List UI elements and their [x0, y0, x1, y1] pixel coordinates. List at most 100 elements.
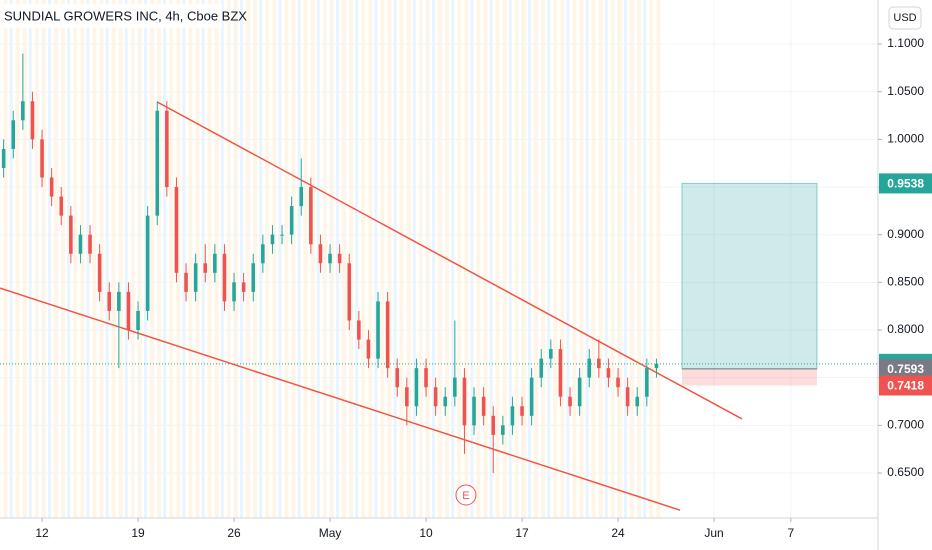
candle-body	[261, 244, 265, 264]
candle-body	[117, 291, 121, 311]
candle-body	[424, 368, 428, 388]
candle-body	[385, 301, 390, 369]
x-tick-label: May	[319, 526, 342, 540]
x-tick-label: 17	[515, 526, 529, 540]
loss-zone	[681, 368, 817, 386]
candle-body	[251, 263, 256, 292]
candle-body	[280, 234, 284, 236]
candle-body	[357, 320, 361, 340]
candle-body	[491, 415, 496, 435]
candle-body	[270, 234, 275, 245]
candle-body	[11, 120, 16, 149]
candle-body	[529, 377, 534, 416]
currency-label[interactable]: USD	[893, 12, 916, 24]
price-tag-label: 0.7418	[887, 379, 924, 393]
candle-body	[309, 187, 313, 245]
candle-body	[520, 406, 524, 416]
candle-body	[299, 187, 304, 207]
candle-body	[193, 263, 198, 292]
candle-body	[577, 377, 582, 407]
candle-body	[213, 253, 217, 273]
price-tag-label: 0.7593	[887, 362, 924, 376]
candle-body	[232, 282, 236, 302]
candle-body	[414, 368, 419, 407]
profit-zone	[681, 182, 818, 370]
candle-body	[97, 253, 102, 292]
candle-body	[155, 110, 160, 216]
candle-body	[136, 310, 140, 331]
candle-body	[376, 301, 380, 359]
x-tick-label: Jun	[704, 526, 723, 540]
candle-body	[558, 349, 563, 397]
price-axis	[878, 0, 932, 550]
y-tick-label: 0.7000	[887, 418, 924, 432]
candle-body	[635, 396, 640, 407]
candle-body	[126, 291, 131, 331]
x-tick-label: 19	[131, 526, 145, 540]
y-tick-label: 0.8000	[887, 322, 924, 336]
candle-body	[405, 387, 409, 407]
candle-body	[366, 339, 371, 359]
candle-body	[549, 349, 553, 359]
candle-body	[107, 291, 112, 311]
candle-body	[145, 215, 150, 311]
candle-body	[328, 253, 332, 264]
candle-body	[289, 206, 294, 235]
candle-body	[49, 177, 54, 197]
candle-body	[78, 234, 83, 254]
chart-title: SUNDIAL GROWERS INC, 4h, Cboe BZX	[4, 8, 247, 23]
candle-body	[318, 244, 323, 264]
x-tick-label: 10	[419, 526, 433, 540]
x-tick-label: 26	[227, 526, 241, 540]
candle-body	[453, 377, 457, 397]
candle-body	[241, 282, 246, 292]
x-tick-label: 7	[787, 526, 794, 540]
y-tick-label: 1.0000	[887, 132, 924, 146]
x-tick-label: 12	[35, 526, 49, 540]
candle-body	[347, 263, 352, 321]
candle-body	[501, 425, 505, 435]
y-tick-label: 1.1000	[887, 36, 924, 50]
candle-body	[203, 263, 208, 273]
candle-body	[21, 101, 25, 121]
candle-body	[174, 187, 179, 273]
candle-body	[587, 358, 592, 378]
candle-body	[88, 234, 92, 254]
candle-body	[606, 368, 611, 378]
y-tick-label: 1.0500	[887, 84, 924, 98]
candle-body	[510, 406, 515, 426]
price-tag	[879, 375, 932, 396]
candle-body	[462, 377, 467, 426]
candle-body	[597, 358, 601, 369]
candle-body	[472, 396, 476, 426]
candle-body	[539, 358, 544, 378]
candle-body	[481, 396, 486, 416]
candle-body	[165, 110, 169, 188]
candle-body	[59, 196, 64, 216]
y-tick-label: 0.8500	[887, 275, 924, 289]
candle-body	[568, 396, 572, 407]
time-axis	[0, 518, 878, 550]
y-tick-label: 0.9000	[887, 227, 924, 241]
price-tag	[879, 358, 932, 379]
candle-body	[184, 272, 188, 292]
candle-body	[69, 215, 73, 254]
earnings-marker	[455, 484, 477, 506]
earnings-label: E	[462, 490, 469, 502]
candle-body	[443, 396, 448, 407]
currency-button[interactable]	[888, 6, 922, 30]
candle-body	[625, 387, 630, 407]
price-tag	[879, 173, 932, 194]
trend-line	[156, 101, 743, 420]
candle-body	[433, 387, 438, 407]
title-bg	[0, 4, 222, 28]
candle-body	[40, 139, 44, 178]
candle-body	[222, 253, 227, 302]
candle-body	[654, 363, 659, 369]
y-tick-label: 0.6500	[887, 465, 924, 479]
candle-body	[30, 101, 35, 140]
x-tick-label: 24	[611, 526, 625, 540]
candle-body	[337, 253, 342, 264]
